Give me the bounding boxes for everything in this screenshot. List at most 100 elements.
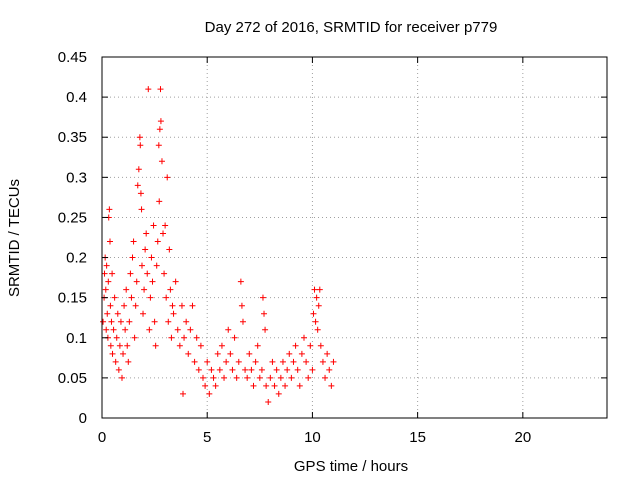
data-point [155, 142, 162, 149]
data-point [319, 358, 326, 365]
data-point [301, 334, 307, 341]
data-point [208, 366, 215, 373]
data-point [212, 382, 219, 389]
data-point [156, 126, 163, 133]
data-point [180, 390, 187, 397]
data-point [176, 342, 183, 349]
data-point [310, 310, 317, 317]
data-point [225, 326, 232, 333]
data-point [303, 358, 310, 365]
data-point [165, 318, 172, 325]
data-point [229, 366, 236, 373]
y-tick-label: 0.3 [66, 169, 87, 186]
data-point [269, 358, 276, 365]
y-tick-labels: 0 0.05 0.1 0.15 0.2 0.25 0.3 0.35 0.4 0.45 [58, 49, 87, 427]
data-point [231, 334, 238, 341]
data-point [178, 302, 185, 309]
data-point [330, 358, 337, 365]
x-axis-title: GPS time / hours [294, 458, 408, 475]
data-point [284, 366, 291, 373]
data-point [101, 270, 108, 277]
x-tick-label: 5 [203, 429, 211, 446]
grid-lines [102, 57, 607, 418]
data-point [221, 374, 228, 381]
x-tick-labels: 0 5 10 15 20 [98, 429, 531, 446]
data-point [113, 334, 120, 341]
data-point [267, 374, 274, 381]
data-point [290, 358, 297, 365]
data-point [115, 366, 122, 373]
data-point [127, 270, 134, 277]
data-point [120, 350, 127, 357]
y-tick-label: 0.1 [66, 330, 87, 347]
x-tick-label: 20 [514, 429, 531, 446]
data-point [244, 374, 251, 381]
x-tick-label: 15 [409, 429, 426, 446]
data-point [111, 294, 118, 301]
data-point [288, 374, 295, 381]
data-point [150, 222, 157, 229]
data-point [103, 262, 110, 269]
data-point [108, 318, 115, 325]
y-tick-label: 0.45 [58, 49, 87, 66]
data-point [116, 342, 123, 349]
data-point [156, 198, 163, 205]
data-point [109, 270, 116, 277]
y-tick-label: 0 [79, 410, 87, 427]
data-points [100, 86, 337, 405]
data-point [174, 326, 181, 333]
y-tick-label: 0.05 [58, 370, 87, 387]
data-point [138, 262, 145, 269]
data-point [315, 302, 322, 309]
data-point [137, 190, 144, 197]
data-point [141, 286, 148, 293]
data-point [191, 358, 198, 365]
data-point [146, 326, 153, 333]
data-point [328, 382, 335, 389]
data-point [105, 278, 112, 285]
data-point [307, 342, 314, 349]
data-point [140, 310, 147, 317]
data-point [126, 318, 133, 325]
data-point [313, 294, 320, 301]
data-point [112, 358, 119, 365]
data-point [172, 278, 179, 285]
data-point [296, 382, 303, 389]
data-point [107, 302, 114, 309]
data-point [110, 326, 117, 333]
data-point [187, 326, 194, 333]
data-point [223, 358, 230, 365]
y-tick-label: 0.35 [58, 129, 87, 146]
data-point [157, 86, 164, 93]
data-point [239, 318, 246, 325]
data-point [256, 374, 263, 381]
data-point [151, 318, 158, 325]
data-point [122, 326, 129, 333]
data-point [183, 318, 190, 325]
data-point [124, 342, 131, 349]
data-point [250, 382, 257, 389]
data-point [137, 142, 144, 149]
data-point [259, 294, 266, 301]
tick-marks [101, 56, 607, 419]
chart-title: Day 272 of 2016, SRMTID for receiver p77… [205, 19, 498, 36]
data-point [254, 342, 261, 349]
data-point [123, 286, 130, 293]
data-point [294, 366, 301, 373]
data-point [136, 134, 143, 141]
data-point [324, 350, 331, 357]
data-point [142, 246, 149, 253]
data-point [202, 382, 209, 389]
y-tick-label: 0.2 [66, 250, 87, 267]
data-point [158, 158, 165, 165]
data-point [131, 334, 138, 341]
data-point [168, 334, 175, 341]
x-tick-label: 0 [98, 429, 106, 446]
data-point [282, 382, 289, 389]
data-point [322, 374, 329, 381]
data-point [167, 286, 174, 293]
data-point [263, 382, 270, 389]
data-point [275, 390, 282, 397]
data-point [129, 254, 136, 261]
